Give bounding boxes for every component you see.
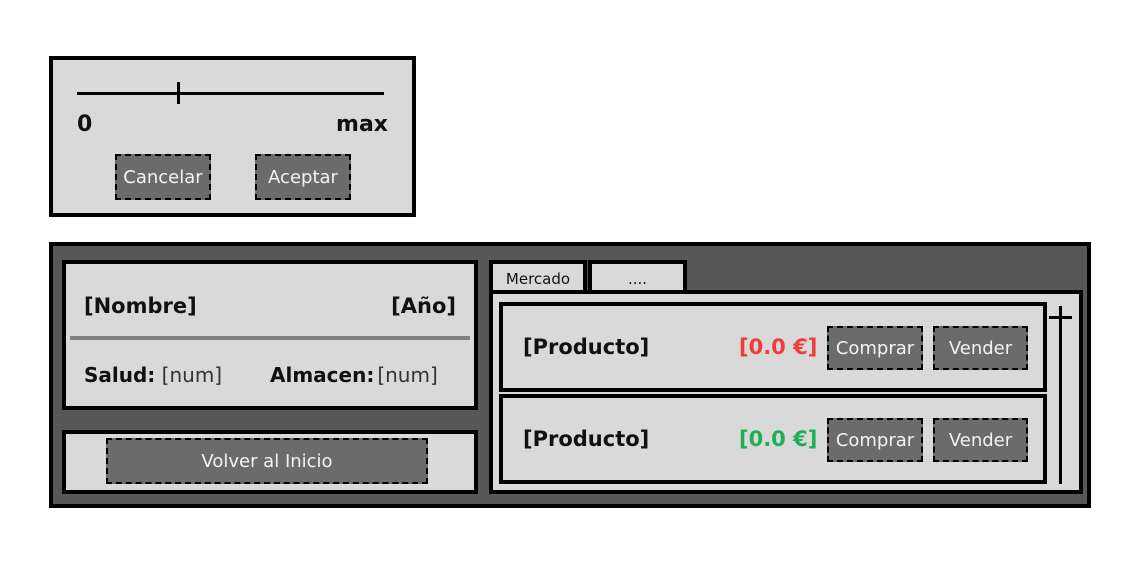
cancel-button[interactable]: Cancelar	[115, 154, 211, 200]
scrollbar-thumb[interactable]	[1049, 316, 1072, 319]
scrollbar-track[interactable]	[1059, 306, 1062, 484]
slider-thumb[interactable]	[177, 82, 181, 104]
tab-mercado-label: Mercado	[505, 270, 571, 288]
list-item: [Producto] [0.0 €] Comprar Vender	[499, 394, 1047, 484]
tab-mercado[interactable]: Mercado	[489, 260, 587, 294]
sell-button[interactable]: Vender	[933, 418, 1028, 462]
game-window: [Nombre] [Año] Salud: [num] Almacen: [num…	[49, 242, 1091, 508]
buy-button[interactable]: Comprar	[827, 326, 923, 370]
product-price: [0.0 €]	[739, 427, 818, 451]
slider-max-label: max	[336, 112, 388, 137]
player-info-panel: [Nombre] [Año] Salud: [num] Almacen: [num…	[62, 260, 478, 410]
tab-more[interactable]: ....	[588, 260, 687, 294]
storage-stat: Almacen: [num]	[270, 363, 438, 387]
health-label: Salud:	[84, 363, 156, 387]
sell-button[interactable]: Vender	[933, 326, 1028, 370]
tab-more-label: ....	[627, 270, 648, 288]
player-name: [Nombre]	[84, 294, 197, 318]
market-panel: [Producto] [0.0 €] Comprar Vender [Produ…	[489, 290, 1083, 494]
quantity-dialog: 0 max Cancelar Aceptar	[49, 56, 416, 217]
home-panel: Volver al Inicio	[62, 430, 478, 494]
home-button[interactable]: Volver al Inicio	[106, 438, 428, 484]
buy-button[interactable]: Comprar	[827, 418, 923, 462]
accept-button[interactable]: Aceptar	[255, 154, 351, 200]
slider-track[interactable]	[77, 92, 384, 95]
health-value: [num]	[161, 363, 223, 387]
info-divider	[70, 336, 470, 340]
storage-label: Almacen:	[270, 363, 375, 387]
product-name: [Producto]	[523, 427, 650, 451]
health-stat: Salud: [num]	[84, 363, 222, 387]
product-name: [Producto]	[523, 335, 650, 359]
storage-value: [num]	[377, 363, 438, 387]
product-price: [0.0 €]	[739, 335, 818, 359]
list-item: [Producto] [0.0 €] Comprar Vender	[499, 302, 1047, 392]
slider-min-label: 0	[77, 112, 93, 137]
game-year: [Año]	[391, 294, 456, 318]
